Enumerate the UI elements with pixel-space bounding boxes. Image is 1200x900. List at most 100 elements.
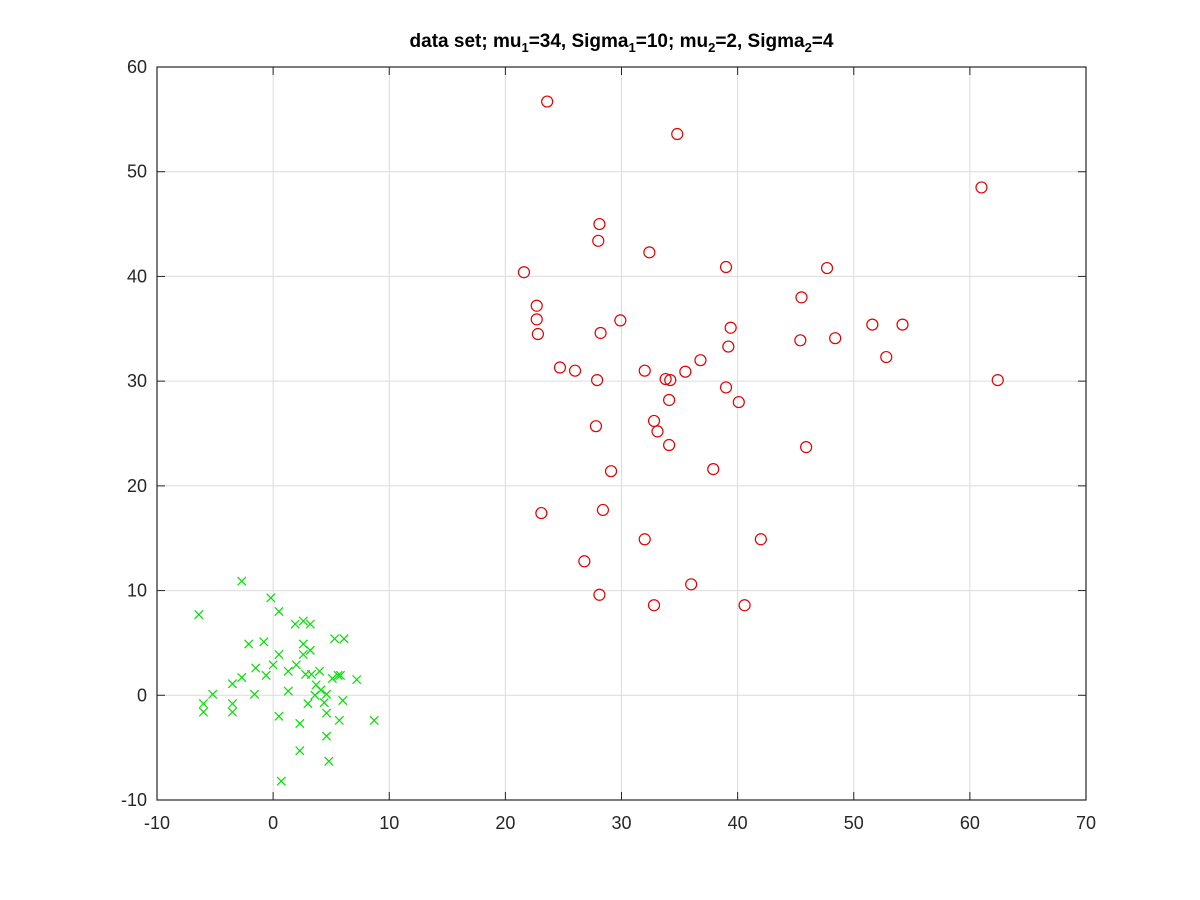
circle-data-point <box>795 291 808 304</box>
circle-data-point <box>596 503 610 517</box>
circle-data-point <box>535 506 548 520</box>
circle-data-point <box>671 127 684 141</box>
cross-data-point <box>261 670 271 681</box>
circle-data-point <box>593 217 606 231</box>
cross-data-point <box>198 707 209 717</box>
cross-data-point <box>274 649 284 660</box>
circle-data-point <box>647 414 661 428</box>
circle-data-point <box>664 373 677 387</box>
circle-data-point <box>638 533 651 546</box>
cross-data-point <box>251 663 261 673</box>
cross-data-point <box>266 593 276 603</box>
x-tick-label: 70 <box>1076 813 1096 833</box>
circle-data-point <box>794 334 807 347</box>
y-tick-label: 60 <box>127 57 147 77</box>
cross-data-point <box>321 708 332 718</box>
circle-data-point <box>659 372 672 386</box>
y-tick-label: 10 <box>127 581 147 601</box>
circle-data-point <box>732 395 745 409</box>
circle-data-point <box>568 364 582 377</box>
x-tick-label: 10 <box>379 813 399 833</box>
cross-data-point <box>208 689 218 699</box>
cross-data-point <box>227 699 238 709</box>
cross-data-point <box>237 576 247 586</box>
circle-data-point <box>663 393 676 407</box>
circle-marker-series <box>517 95 1004 612</box>
cross-data-point <box>227 707 238 717</box>
chart-title: data set; mu1=34, Sigma1=10; mu2=2, Sigm… <box>410 31 834 55</box>
data-points <box>194 95 1004 786</box>
x-tick-label: -10 <box>144 813 170 833</box>
circle-data-point <box>800 441 813 454</box>
circle-data-point <box>724 321 737 334</box>
cross-data-point <box>319 697 329 708</box>
cross-data-point <box>283 666 293 676</box>
cross-data-point <box>290 619 300 629</box>
y-tick-label: 0 <box>137 685 147 705</box>
x-tick-labels: -10 0 10 20 30 40 50 60 70 <box>144 813 1096 833</box>
cross-data-point <box>339 634 349 644</box>
circle-data-point <box>541 95 554 108</box>
circle-data-point <box>591 373 604 387</box>
grid-lines <box>157 67 1086 800</box>
x-tick-label: 30 <box>611 813 631 833</box>
cross-data-point <box>298 649 308 660</box>
circle-data-point <box>651 425 664 438</box>
cross-data-point <box>298 616 308 626</box>
cross-data-point <box>198 699 209 709</box>
axis-ticks <box>156 66 1087 801</box>
cross-data-point <box>338 695 348 706</box>
circle-data-point <box>694 354 707 367</box>
circle-data-point <box>820 261 834 275</box>
x-tick-label: 20 <box>495 813 515 833</box>
circle-data-point <box>991 373 1004 387</box>
cross-data-point <box>237 672 247 683</box>
circle-data-point <box>829 332 842 345</box>
circle-data-point <box>530 299 543 312</box>
x-tick-label: 60 <box>960 813 980 833</box>
y-tick-label: 30 <box>127 371 147 391</box>
circle-data-point <box>517 266 531 279</box>
circle-data-point <box>647 599 661 612</box>
cross-data-point <box>274 711 284 721</box>
circle-data-point <box>707 463 720 476</box>
circle-data-point <box>530 313 543 326</box>
circle-data-point <box>589 420 603 433</box>
cross-data-point <box>305 645 315 655</box>
circle-data-point <box>880 350 893 364</box>
circle-data-point <box>738 599 751 612</box>
x-tick-label: 40 <box>728 813 748 833</box>
cross-data-point <box>352 674 362 685</box>
circle-data-point <box>663 438 676 452</box>
y-tick-label: -10 <box>121 790 147 810</box>
cross-data-point <box>305 619 315 629</box>
cross-data-point <box>335 670 346 681</box>
circle-data-point <box>592 234 605 247</box>
circle-data-point <box>719 260 733 274</box>
cross-data-point <box>334 715 344 726</box>
cross-data-point <box>295 718 305 729</box>
y-tick-label: 20 <box>127 476 147 496</box>
cross-data-point <box>306 669 317 679</box>
circle-data-point <box>594 326 607 340</box>
y-tick-label: 40 <box>127 266 147 286</box>
circle-data-point <box>719 381 733 394</box>
cross-data-point <box>321 731 332 741</box>
circle-data-point <box>643 246 656 259</box>
cross-data-point <box>303 699 313 709</box>
circle-data-point <box>578 555 591 568</box>
circle-data-point <box>896 318 909 331</box>
cross-data-point <box>291 660 301 670</box>
circle-data-point <box>614 314 627 327</box>
cross-data-point <box>333 670 343 681</box>
cross-data-point <box>244 639 254 649</box>
cross-data-point <box>249 689 260 699</box>
circle-data-point <box>638 364 651 377</box>
cross-data-point <box>283 686 293 696</box>
x-tick-label: 0 <box>268 813 278 833</box>
circle-data-point <box>685 578 698 591</box>
cross-data-point <box>194 610 204 620</box>
cross-marker-series <box>194 576 379 786</box>
circle-data-point <box>679 365 692 378</box>
